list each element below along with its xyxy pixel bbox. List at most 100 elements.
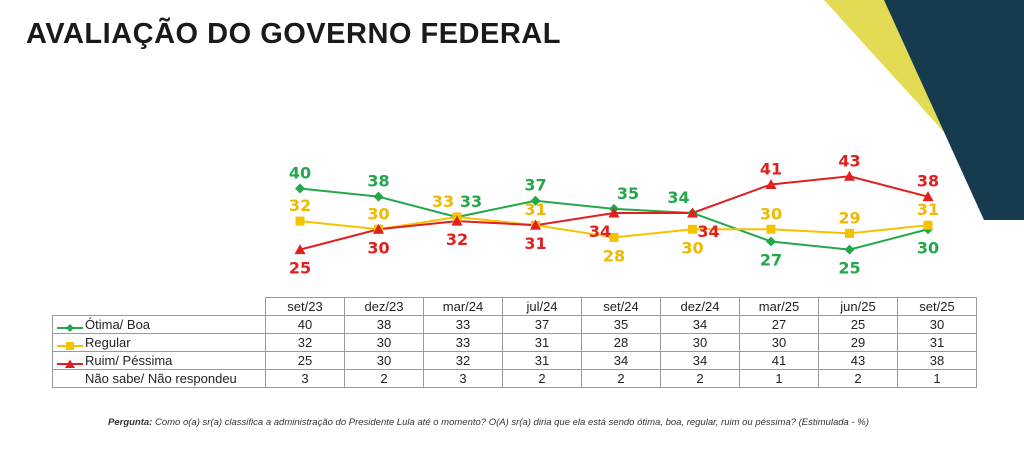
cell-regular-dez-24: 30 bbox=[660, 333, 740, 352]
label-ruim-mar-25: 41 bbox=[760, 159, 782, 178]
cell-nao-sabe-dez-24: 2 bbox=[660, 369, 740, 388]
table-header-dez-23: dez/23 bbox=[344, 297, 424, 316]
footnote: Pergunta: Como o(a) sr(a) classifica a a… bbox=[108, 417, 869, 428]
cell-nao-sabe-set-24: 2 bbox=[581, 369, 661, 388]
cell-ruim-set-24: 34 bbox=[581, 351, 661, 370]
label-regular-mar-25: 30 bbox=[760, 204, 782, 223]
cell-otima-jul-24: 37 bbox=[502, 315, 582, 334]
cell-ruim-jun-25: 43 bbox=[818, 351, 898, 370]
cell-otima-mar-24: 33 bbox=[423, 315, 503, 334]
cell-regular-mar-25: 30 bbox=[739, 333, 819, 352]
label-otima-mar-25: 27 bbox=[760, 250, 782, 269]
label-regular-set-23: 32 bbox=[289, 196, 311, 215]
table-header-row: set/23 dez/23 mar/24 jul/24 set/24 dez/24 mar/… bbox=[52, 297, 977, 316]
cell-ruim-set-25: 38 bbox=[897, 351, 977, 370]
cell-regular-set-23: 32 bbox=[265, 333, 345, 352]
table-row-ruim: Ruim/ Péssima 25 30 32 31 34 34 41 43 38 bbox=[52, 351, 977, 370]
table-header-jul-24: jul/24 bbox=[502, 297, 582, 316]
cell-ruim-dez-24: 34 bbox=[660, 351, 740, 370]
label-ruim-jun-25: 43 bbox=[838, 151, 860, 170]
label-otima-mar-24: 33 bbox=[460, 192, 482, 211]
cell-otima-mar-25: 27 bbox=[739, 315, 819, 334]
footnote-label: Pergunta: bbox=[108, 417, 153, 428]
row-name-regular: Regular bbox=[85, 335, 131, 350]
point-regular-dez-24 bbox=[688, 224, 697, 234]
legend-marker-nao-sabe bbox=[57, 375, 83, 385]
legend-marker-regular bbox=[57, 339, 83, 350]
row-label-regular: Regular bbox=[52, 333, 266, 352]
cell-ruim-dez-23: 30 bbox=[344, 351, 424, 370]
point-regular-set-23 bbox=[295, 216, 305, 226]
table-header-set-23: set/23 bbox=[265, 297, 345, 316]
label-otima-set-25: 30 bbox=[917, 238, 939, 257]
cell-otima-set-23: 40 bbox=[265, 315, 345, 334]
point-otima-dez-23 bbox=[373, 191, 384, 202]
point-ruim-set-24 bbox=[608, 207, 620, 218]
point-ruim-dez-24 bbox=[687, 207, 698, 218]
point-regular-set-25 bbox=[923, 220, 933, 230]
row-label-ruim: Ruim/ Péssima bbox=[52, 351, 266, 370]
label-ruim-mar-24: 32 bbox=[446, 230, 468, 249]
cell-ruim-set-23: 25 bbox=[265, 351, 345, 370]
label-regular-jun-25: 29 bbox=[838, 208, 860, 227]
cell-regular-jun-25: 29 bbox=[818, 333, 898, 352]
table-header-set-24: set/24 bbox=[581, 297, 661, 316]
label-otima-jun-25: 25 bbox=[838, 259, 860, 278]
cell-nao-sabe-jun-25: 2 bbox=[818, 369, 898, 388]
cell-ruim-mar-25: 41 bbox=[739, 351, 819, 370]
table-header-jun-25: jun/25 bbox=[818, 297, 898, 316]
point-ruim-set-25 bbox=[922, 191, 934, 202]
table-row-nao-sabe: Não sabe/ Não respondeu 3 2 3 2 2 2 1 2 1 bbox=[52, 369, 977, 388]
label-ruim-set-23: 25 bbox=[289, 259, 311, 278]
table-header-mar-25: mar/25 bbox=[739, 297, 819, 316]
point-otima-jun-25 bbox=[844, 244, 855, 255]
point-regular-set-24 bbox=[609, 232, 619, 242]
label-otima-dez-24: 34 bbox=[667, 188, 689, 207]
cell-nao-sabe-mar-25: 1 bbox=[739, 369, 819, 388]
label-ruim-jul-24: 31 bbox=[524, 234, 546, 253]
corner-decoration bbox=[824, 0, 1024, 220]
label-ruim-set-25: 38 bbox=[917, 172, 939, 191]
cell-nao-sabe-jul-24: 2 bbox=[502, 369, 582, 388]
footnote-text: Como o(a) sr(a) classifica a administraç… bbox=[152, 417, 869, 428]
label-regular-mar-24: 33 bbox=[432, 192, 454, 211]
table-row-otima: Ótima/ Boa 40 38 33 37 35 34 27 25 30 bbox=[52, 315, 977, 334]
label-regular-dez-24: 30 bbox=[681, 238, 703, 257]
label-regular-jul-24: 31 bbox=[524, 200, 546, 219]
legend-marker-otima bbox=[57, 321, 83, 332]
row-name-otima: Ótima/ Boa bbox=[85, 317, 151, 332]
cell-otima-jun-25: 25 bbox=[818, 315, 898, 334]
row-name-nao-sabe: Não sabe/ Não respondeu bbox=[85, 371, 237, 386]
label-regular-set-25: 31 bbox=[917, 200, 939, 219]
label-ruim-set-24: 34 bbox=[589, 222, 611, 241]
page-title: AVALIAÇÃO DO GOVERNO FEDERAL bbox=[26, 18, 561, 50]
cell-otima-dez-23: 38 bbox=[344, 315, 424, 334]
cell-regular-set-24: 28 bbox=[581, 333, 661, 352]
point-otima-mar-25 bbox=[766, 236, 776, 247]
label-otima-jul-24: 37 bbox=[524, 176, 546, 195]
cell-regular-mar-24: 33 bbox=[423, 333, 503, 352]
cell-nao-sabe-mar-24: 3 bbox=[423, 369, 503, 388]
legend-marker-ruim bbox=[57, 357, 83, 368]
table-corner bbox=[52, 297, 266, 316]
point-ruim-jul-24 bbox=[530, 219, 541, 230]
label-regular-dez-23: 30 bbox=[367, 204, 389, 223]
point-ruim-set-23 bbox=[294, 244, 306, 255]
point-ruim-mar-25 bbox=[765, 178, 777, 189]
cell-regular-dez-23: 30 bbox=[344, 333, 424, 352]
cell-nao-sabe-set-25: 1 bbox=[897, 369, 977, 388]
table-header-mar-24: mar/24 bbox=[423, 297, 503, 316]
cell-ruim-mar-24: 32 bbox=[423, 351, 503, 370]
point-ruim-mar-24 bbox=[451, 215, 463, 226]
point-ruim-dez-23 bbox=[373, 223, 384, 234]
point-regular-jun-25 bbox=[845, 228, 854, 238]
label-otima-set-23: 40 bbox=[289, 164, 311, 183]
point-regular-mar-25 bbox=[766, 224, 776, 234]
cell-otima-set-24: 35 bbox=[581, 315, 661, 334]
line-chart: 40 38 33 37 35 34 27 25 30 32 30 33 31 28 30 30 29 31 25 30… bbox=[289, 151, 939, 278]
label-ruim-dez-24: 34 bbox=[697, 222, 719, 241]
row-name-ruim: Ruim/ Péssima bbox=[85, 353, 173, 368]
label-regular-set-24: 28 bbox=[603, 246, 625, 265]
point-otima-jul-24 bbox=[530, 195, 541, 206]
point-otima-set-23 bbox=[295, 183, 305, 194]
